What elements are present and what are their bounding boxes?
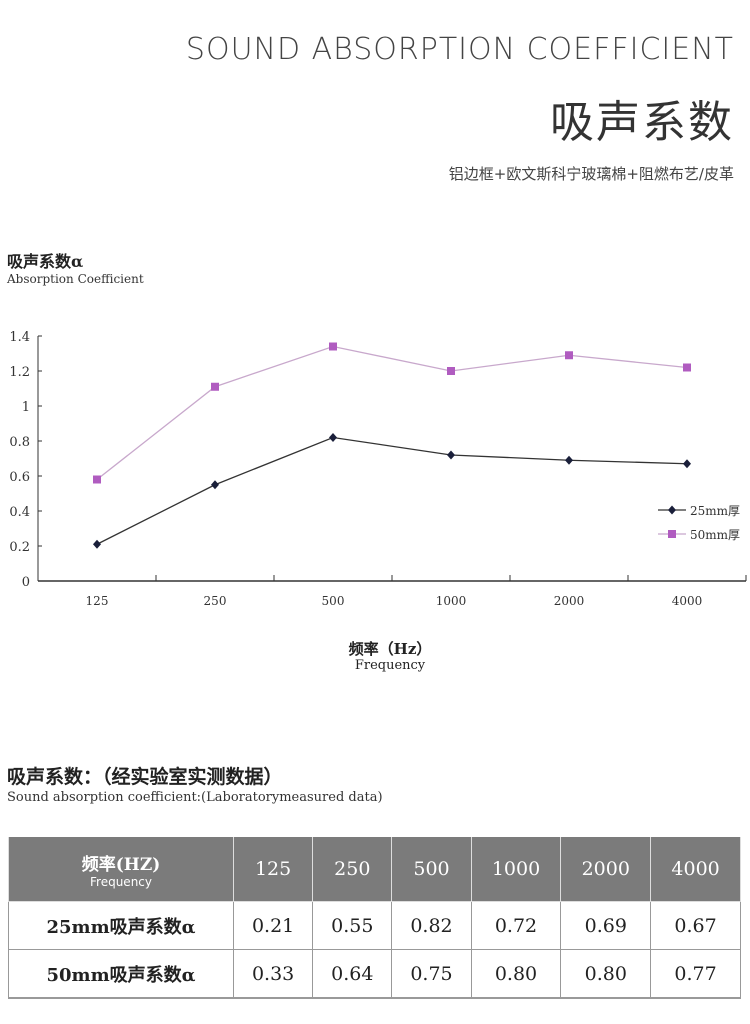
y-tick-label: 1.4 [9,330,30,345]
table-row: 50mm吸声系数α 0.33 0.64 0.75 0.80 0.80 0.77 [8,949,741,999]
legend-label: 25mm厚 [690,504,740,518]
x-axis-label-english: Frequency [354,658,426,673]
header-col: 2000 [560,837,652,902]
title-english: SOUND ABSORPTION COEFFICIENT [185,32,734,67]
chart-title: 吸声系数α [7,252,84,271]
data-point [447,367,455,375]
row-label: 25mm吸声系数α [8,901,234,950]
y-tick-label: 0.2 [9,540,30,555]
x-tick-label: 500 [322,594,345,608]
x-tick-label: 4000 [672,594,703,608]
cell: 0.75 [391,949,472,999]
chart-subtitle: Absorption Coefficient [7,272,144,286]
data-point [211,480,219,490]
cell: 0.77 [650,949,741,999]
y-tick-label: 0.4 [9,505,30,520]
legend-marker [668,505,676,515]
data-point [565,455,573,465]
cell: 0.82 [391,901,472,950]
data-point [93,475,101,484]
header-col: 125 [232,837,314,902]
y-tick-label: 0.6 [9,470,30,485]
x-tick-label: 1000 [436,594,467,608]
table-title: 吸声系数：（经实验室实测数据） [7,766,283,788]
cell: 0.80 [470,949,562,999]
header-col: 500 [391,837,472,902]
cell: 0.67 [650,901,741,950]
x-tick-label: 250 [204,594,227,608]
x-tick-label: 2000 [554,594,585,608]
series-line-50mm厚 [96,345,688,481]
table-subtitle: Sound absorption coefficient:(Laboratory… [7,790,383,805]
series-line-25mm厚 [96,436,688,545]
cell: 0.33 [232,949,314,999]
cell: 0.72 [470,901,562,950]
title-chinese: 吸声系数 [550,97,734,148]
data-point [447,450,455,460]
table-header-row: 频率(HZ) Frequency 125 250 500 1000 2000 4… [8,837,741,902]
data-point [329,433,337,442]
data-point [211,382,219,391]
header-col: 250 [312,837,393,902]
table-row: 25mm吸声系数α 0.21 0.55 0.82 0.72 0.69 0.67 [8,901,741,950]
material-subtitle: 铝边框+欧文斯科宁玻璃棉+阻燃布艺/皮革 [448,165,734,183]
x-axis-label: 频率（Hz） [348,640,432,658]
y-tick-label: 1.2 [9,365,30,380]
absorption-table: 频率(HZ) Frequency 125 250 500 1000 2000 4… [8,837,741,999]
row-label: 50mm吸声系数α [8,949,234,999]
data-point [683,459,691,469]
line-chart: 0 0.2 0.4 0.6 0.8 1 1.2 1.4 125 250 500 1000 2000 400… [9,330,747,608]
legend-label: 50mm厚 [690,528,740,542]
x-tick-label: 125 [86,594,109,608]
data-point [329,342,337,351]
header-col: 1000 [470,837,562,902]
cell: 0.69 [560,901,652,950]
y-tick-label: 0.8 [9,435,30,450]
data-point [683,363,691,372]
cell: 0.80 [560,949,652,999]
data-point [93,539,101,549]
y-tick-label: 1 [22,400,30,415]
y-tick-label: 0 [22,575,30,590]
header-frequency-en: Frequency [90,874,152,889]
cell: 0.64 [312,949,393,999]
header-frequency: 频率(HZ) Frequency [8,837,234,902]
cell: 0.21 [232,901,314,950]
header-frequency-cn: 频率(HZ) [81,854,161,875]
legend-marker [668,530,676,538]
cell: 0.55 [312,901,393,950]
header-col: 4000 [650,837,741,902]
data-point [565,351,573,360]
